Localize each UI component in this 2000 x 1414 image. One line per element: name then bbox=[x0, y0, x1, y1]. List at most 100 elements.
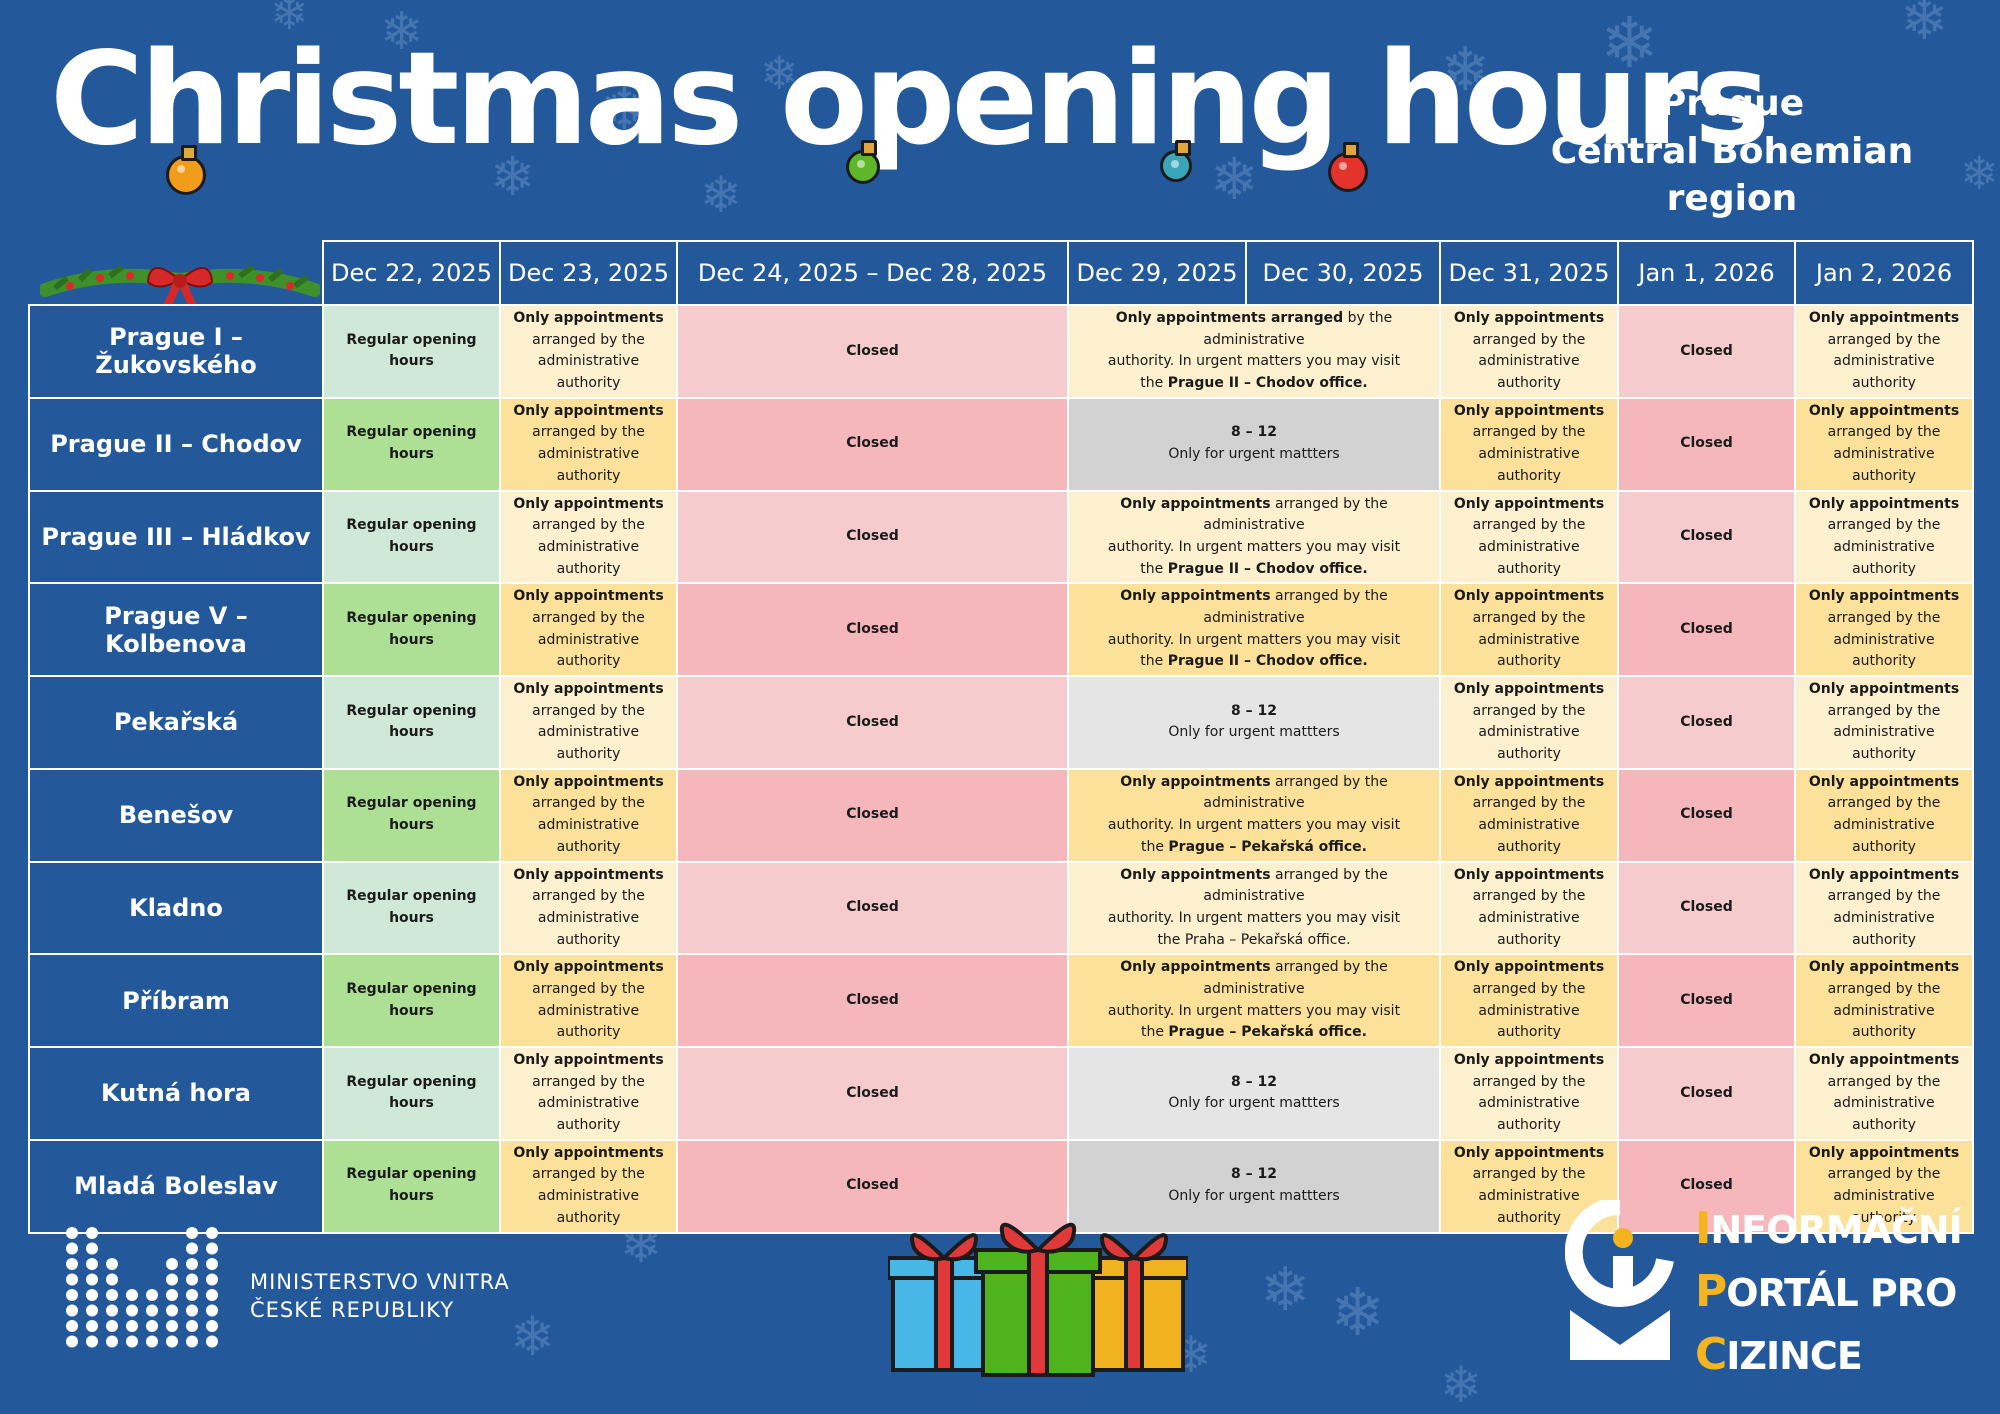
column-header: Dec 24, 2025 – Dec 28, 2025 bbox=[676, 240, 1069, 306]
cell-closed: Closed bbox=[676, 953, 1069, 1048]
logo-dot bbox=[186, 1304, 198, 1317]
logo-dot bbox=[206, 1289, 218, 1301]
info-portal-line: PORTÁL PRO bbox=[1695, 1265, 1957, 1317]
cell-closed: Closed bbox=[1617, 489, 1796, 585]
logo-dot bbox=[66, 1304, 78, 1317]
location-name: Benešov bbox=[28, 767, 324, 863]
snowflake-icon: ❄ bbox=[600, 75, 649, 143]
region-area: Central Bohemian region bbox=[1550, 130, 1914, 220]
logo-dot bbox=[166, 1304, 178, 1317]
location-name: Prague I – Žukovského bbox=[28, 304, 324, 399]
snowflake-icon: ❄ bbox=[700, 166, 742, 224]
cell-regular: Regular opening hours bbox=[322, 860, 501, 956]
cell-appointments: Only appointments arranged by the administ… bbox=[499, 582, 678, 677]
cell-closed: Closed bbox=[1617, 767, 1796, 863]
cell-closed: Closed bbox=[676, 675, 1069, 770]
cell-regular: Regular opening hours bbox=[322, 1138, 501, 1234]
table-header-row: Dec 22, 2025 Dec 23, 2025 Dec 24, 2025 –… bbox=[29, 240, 1974, 306]
logo-dot bbox=[106, 1335, 118, 1348]
logo-dot bbox=[206, 1320, 218, 1332]
cell-appointments: Only appointments arranged by the administ… bbox=[1439, 953, 1619, 1048]
gifts-icon bbox=[888, 1222, 1188, 1377]
table-row: Kladno Regular opening hours Only appointm… bbox=[28, 860, 1974, 956]
cell-appointments: Only appointments arranged by the administ… bbox=[1439, 1138, 1619, 1234]
cell-appointments: Only appointments arranged by the administ… bbox=[1439, 396, 1619, 492]
cell-appointments: Only appointments arranged by the administ… bbox=[1439, 675, 1619, 770]
cell-urgent-only: 8 – 12 Only for urgent mattters bbox=[1067, 1046, 1441, 1141]
logo-dot bbox=[106, 1289, 118, 1301]
location-name: Prague V – Kolbenova bbox=[28, 582, 324, 677]
snowflake-icon: ❄ bbox=[1260, 1255, 1311, 1325]
info-portal-line: INFORMAČNÍ bbox=[1695, 1203, 1963, 1254]
cell-appointments: Only appointments arranged by the administ… bbox=[1794, 860, 1974, 956]
logo-dot bbox=[206, 1335, 218, 1348]
cell-appointments: Only appointments arranged by the administ… bbox=[1439, 489, 1619, 585]
ministry-name-line: MINISTERSTVO VNITRA bbox=[250, 1270, 510, 1294]
logo-dot bbox=[186, 1227, 198, 1239]
table-row: Kutná hora Regular opening hours Only appo… bbox=[28, 1046, 1974, 1141]
logo-dot bbox=[126, 1335, 138, 1348]
location-name: Příbram bbox=[28, 953, 324, 1048]
cell-appointments-redirect: Only appointments arranged by the admini… bbox=[1067, 860, 1441, 956]
logo-dot bbox=[86, 1242, 98, 1255]
column-header: Jan 2, 2026 bbox=[1794, 240, 1974, 306]
info-portal-logo-icon bbox=[1565, 1200, 1674, 1360]
cell-regular: Regular opening hours bbox=[322, 582, 501, 677]
logo-dot bbox=[66, 1289, 78, 1301]
logo-dot bbox=[166, 1258, 178, 1270]
garland-icon bbox=[40, 264, 320, 320]
cell-closed: Closed bbox=[1617, 1138, 1796, 1234]
cell-closed: Closed bbox=[676, 582, 1069, 677]
cell-appointments: Only appointments arranged by the administ… bbox=[1794, 489, 1974, 585]
cell-regular: Regular opening hours bbox=[322, 1046, 501, 1141]
logo-dot bbox=[86, 1273, 98, 1286]
logo-dot bbox=[86, 1335, 98, 1348]
logo-dot bbox=[86, 1258, 98, 1270]
cell-closed: Closed bbox=[1617, 953, 1796, 1048]
location-name: Mladá Boleslav bbox=[28, 1138, 324, 1234]
bauble-icon bbox=[846, 140, 880, 184]
cell-appointments: Only appointments arranged by the administ… bbox=[499, 304, 678, 399]
cell-closed: Closed bbox=[1617, 304, 1796, 399]
snowflake-icon: ❄ bbox=[380, 2, 424, 62]
cell-appointments-redirect: Only appointments arranged by the admini… bbox=[1067, 767, 1441, 863]
cell-appointments: Only appointments arranged by the administ… bbox=[1439, 304, 1619, 399]
bauble-icon bbox=[166, 145, 206, 195]
logo-dot bbox=[126, 1289, 138, 1301]
cell-appointments: Only appointments arranged by the administ… bbox=[499, 396, 678, 492]
cell-appointments: Only appointments arranged by the administ… bbox=[499, 953, 678, 1048]
table-row: Prague II – Chodov Regular opening hours O… bbox=[28, 396, 1974, 492]
page-title: Christmas opening hours bbox=[50, 25, 1770, 174]
location-name: Kladno bbox=[28, 860, 324, 956]
cell-appointments: Only appointments arranged by the administ… bbox=[499, 767, 678, 863]
cell-closed: Closed bbox=[1617, 1046, 1796, 1141]
cell-appointments: Only appointments arranged by the administ… bbox=[1794, 1046, 1974, 1141]
logo-dot bbox=[66, 1320, 78, 1332]
logo-dot bbox=[186, 1273, 198, 1286]
logo-dot bbox=[86, 1227, 98, 1239]
cell-appointments: Only appointments arranged by the administ… bbox=[1794, 396, 1974, 492]
cell-closed: Closed bbox=[676, 767, 1069, 863]
logo-dot bbox=[66, 1258, 78, 1270]
logo-dot bbox=[106, 1258, 118, 1270]
logo-dot bbox=[86, 1304, 98, 1317]
cell-regular: Regular opening hours bbox=[322, 675, 501, 770]
cell-regular: Regular opening hours bbox=[322, 396, 501, 492]
bauble-icon bbox=[1160, 140, 1192, 182]
logo-dot bbox=[106, 1304, 118, 1317]
ministry-name-line: ČESKÉ REPUBLIKY bbox=[250, 1298, 455, 1323]
region-city: Prague bbox=[1659, 83, 1805, 124]
logo-dot bbox=[206, 1273, 218, 1286]
column-header: Dec 22, 2025 bbox=[322, 240, 501, 306]
table-row: Prague V – Kolbenova Regular opening hour… bbox=[28, 582, 1974, 677]
cell-closed: Closed bbox=[676, 396, 1069, 492]
cell-appointments: Only appointments arranged by the administ… bbox=[499, 489, 678, 585]
logo-dot bbox=[126, 1304, 138, 1317]
region-label: Prague Central Bohemian region bbox=[1492, 80, 1972, 223]
cell-regular: Regular opening hours bbox=[322, 953, 501, 1048]
cell-appointments: Only appointments arranged by the administ… bbox=[499, 1138, 678, 1234]
cell-appointments: Only appointments arranged by the administ… bbox=[1794, 675, 1974, 770]
snowflake-icon: ❄ bbox=[1330, 1274, 1386, 1351]
cell-appointments-redirect: Only appointments arranged by the admini… bbox=[1067, 489, 1441, 585]
cell-appointments: Only appointments arranged by the administ… bbox=[1794, 953, 1974, 1048]
